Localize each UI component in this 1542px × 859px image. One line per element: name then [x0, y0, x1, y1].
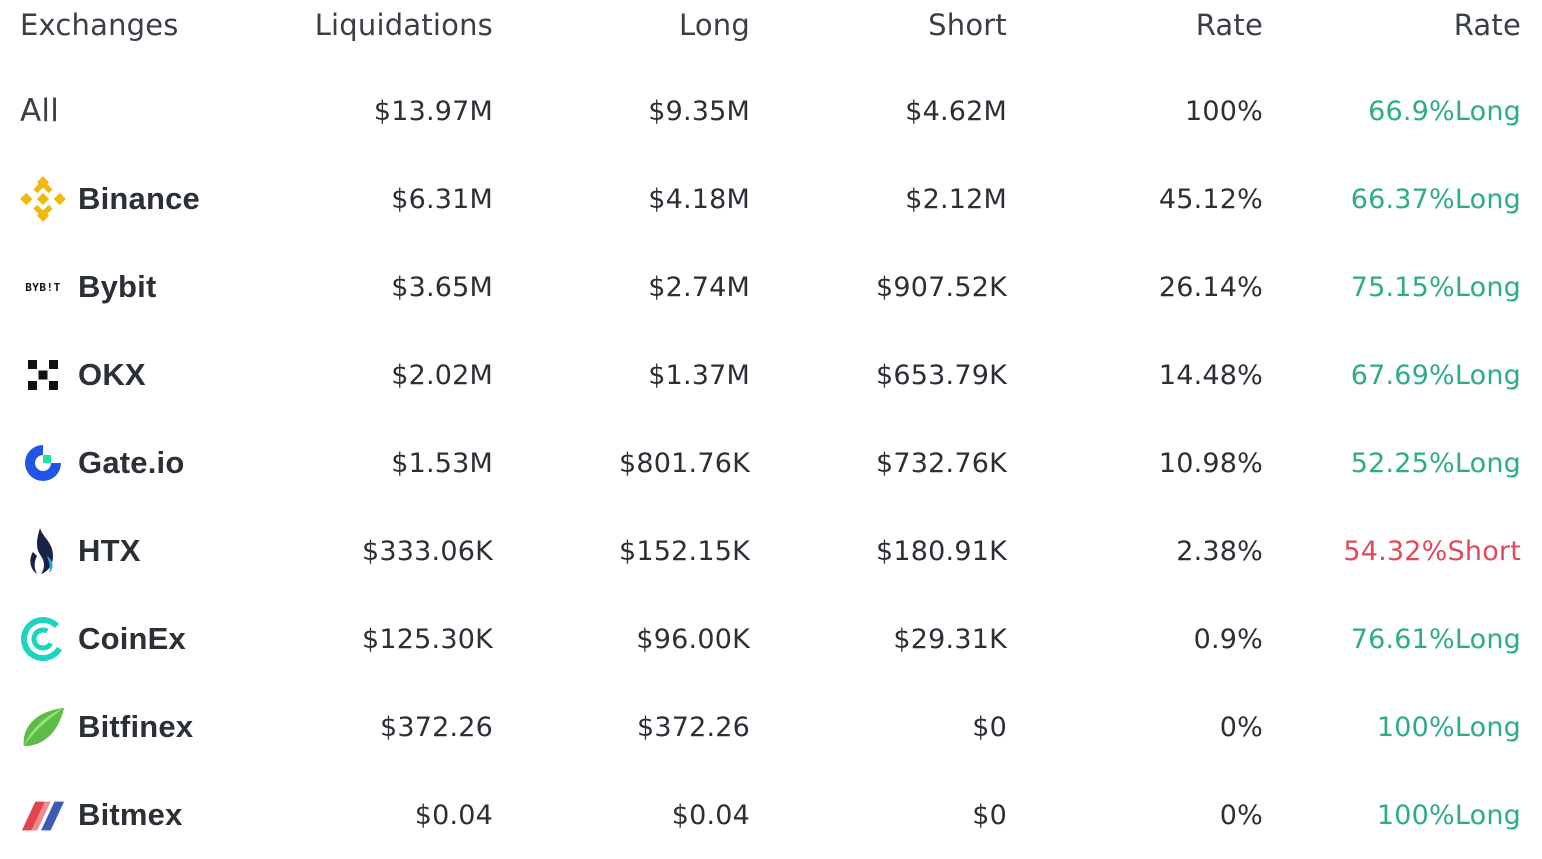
table-row[interactable]: HTX $333.06K $152.15K $180.91K 2.38% 54.…	[0, 507, 1542, 595]
ratio-value: 52.25%Long	[1350, 447, 1521, 479]
binance-logo-icon	[20, 176, 66, 222]
short-value: $0	[972, 799, 1007, 831]
header-exchanges[interactable]: Exchanges	[20, 8, 179, 42]
ratio-value: 100%Long	[1376, 711, 1521, 743]
exchange-name: Binance	[78, 181, 200, 216]
exchange-name: Bitmex	[78, 797, 183, 832]
long-value: $9.35M	[648, 95, 750, 127]
rate-value: 2.38%	[1176, 535, 1263, 567]
coinex-logo-icon	[20, 616, 66, 662]
liquidations-value: $333.06K	[362, 535, 493, 567]
rate-value: 0%	[1219, 711, 1263, 743]
rate-value: 10.98%	[1158, 447, 1263, 479]
short-value: $0	[972, 711, 1007, 743]
bitmex-logo-icon	[20, 792, 66, 838]
header-rate-ratio[interactable]: Rate	[1453, 8, 1521, 42]
header-rate[interactable]: Rate	[1195, 8, 1263, 42]
rate-value: 26.14%	[1158, 271, 1263, 303]
rate-value: 0.9%	[1193, 623, 1263, 655]
ratio-value: 54.32%Short	[1343, 535, 1521, 567]
ratio-value: 67.69%Long	[1350, 359, 1521, 391]
liquidations-value: $372.26	[379, 711, 493, 743]
ratio-value: 76.61%Long	[1350, 623, 1521, 655]
liquidations-value: $1.53M	[391, 447, 493, 479]
table-row[interactable]: CoinEx $125.30K $96.00K $29.31K 0.9% 76.…	[0, 595, 1542, 683]
long-value: $372.26	[636, 711, 750, 743]
bybit-logo-icon: BYB!T	[25, 280, 61, 294]
liquidations-value: $2.02M	[391, 359, 493, 391]
liquidations-value: $3.65M	[391, 271, 493, 303]
liquidations-value: $6.31M	[391, 183, 493, 215]
table-row[interactable]: Binance $6.31M $4.18M $2.12M 45.12% 66.3…	[0, 155, 1542, 243]
table-row-all[interactable]: All $13.97M $9.35M $4.62M 100% 66.9%Long	[0, 67, 1542, 155]
long-value: $152.15K	[619, 535, 750, 567]
exchange-name-all: All	[20, 93, 60, 129]
exchange-name: Bybit	[78, 269, 157, 304]
exchange-name: Bitfinex	[78, 709, 194, 744]
long-value: $801.76K	[619, 447, 750, 479]
table-row[interactable]: Bitfinex $372.26 $372.26 $0 0% 100%Long	[0, 683, 1542, 771]
exchange-name: Gate.io	[78, 445, 185, 480]
ratio-value: 66.9%Long	[1368, 95, 1521, 127]
header-short[interactable]: Short	[928, 8, 1007, 42]
short-value: $2.12M	[905, 183, 1007, 215]
rate-value: 100%	[1185, 95, 1263, 127]
ratio-value: 100%Long	[1376, 799, 1521, 831]
long-value: $4.18M	[648, 183, 750, 215]
header-liquidations[interactable]: Liquidations	[314, 8, 493, 42]
short-value: $907.52K	[876, 271, 1007, 303]
short-value: $180.91K	[876, 535, 1007, 567]
rate-value: 0%	[1219, 799, 1263, 831]
short-value: $4.62M	[905, 95, 1007, 127]
liquidations-value: $125.30K	[362, 623, 493, 655]
rate-value: 14.48%	[1158, 359, 1263, 391]
header-long[interactable]: Long	[679, 8, 750, 42]
long-value: $2.74M	[648, 271, 750, 303]
table-row[interactable]: BYB!T Bybit $3.65M $2.74M $907.52K 26.14…	[0, 243, 1542, 331]
short-value: $653.79K	[876, 359, 1007, 391]
table-row[interactable]: OKX $2.02M $1.37M $653.79K 14.48% 67.69%…	[0, 331, 1542, 419]
ratio-value: 66.37%Long	[1350, 183, 1521, 215]
htx-logo-icon	[20, 528, 66, 574]
short-value: $29.31K	[893, 623, 1007, 655]
liquidations-value: $13.97M	[373, 95, 493, 127]
liquidations-table: Exchanges Liquidations Long Short Rate R…	[0, 0, 1542, 832]
long-value: $96.00K	[636, 623, 750, 655]
table-header: Exchanges Liquidations Long Short Rate R…	[0, 0, 1542, 69]
short-value: $732.76K	[876, 447, 1007, 479]
bitfinex-logo-icon	[20, 704, 66, 750]
rate-value: 45.12%	[1158, 183, 1263, 215]
exchange-name: CoinEx	[78, 621, 186, 656]
liquidations-value: $0.04	[414, 799, 493, 831]
long-value: $1.37M	[648, 359, 750, 391]
okx-logo-icon	[20, 352, 66, 398]
long-value: $0.04	[671, 799, 750, 831]
gateio-logo-icon	[20, 440, 66, 486]
table-row[interactable]: Bitmex $0.04 $0.04 $0 0% 100%Long	[0, 771, 1542, 859]
exchange-name: OKX	[78, 357, 146, 392]
exchange-name: HTX	[78, 533, 141, 568]
ratio-value: 75.15%Long	[1350, 271, 1521, 303]
table-row[interactable]: Gate.io $1.53M $801.76K $732.76K 10.98% …	[0, 419, 1542, 507]
